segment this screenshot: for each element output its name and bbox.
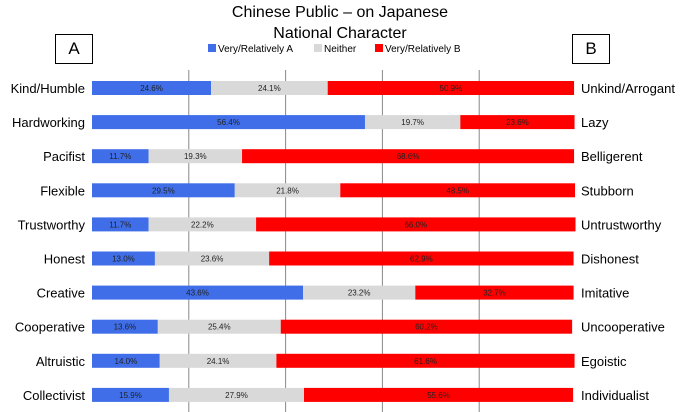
bar-segment (256, 217, 576, 232)
data-label: 56.4% (217, 118, 240, 127)
bar-segment (242, 149, 575, 164)
category-label-right: Belligerent (581, 149, 643, 164)
data-label: 24.6% (140, 84, 163, 93)
bar-segment (92, 285, 304, 300)
data-label: 22.2% (191, 220, 214, 229)
bar-segment (269, 251, 574, 266)
data-label: 24.1% (258, 84, 281, 93)
data-label: 55.6% (427, 391, 450, 400)
data-label: 13.0% (112, 255, 135, 264)
category-label-left: Creative (37, 286, 85, 301)
category-label-left: Altruistic (36, 354, 86, 369)
legend-label: Very/Relatively B (385, 44, 461, 55)
legend-swatch (314, 44, 322, 52)
left-box-label: A (55, 34, 93, 64)
data-label: 29.5% (152, 186, 175, 195)
data-label: 19.7% (401, 118, 424, 127)
category-label-right: Egoistic (581, 354, 627, 369)
data-label: 27.9% (225, 391, 248, 400)
data-label: 11.7% (109, 220, 131, 229)
data-label: 60.2% (415, 323, 438, 332)
data-label: 48.5% (446, 186, 469, 195)
bar-segment (280, 319, 573, 334)
legend-label: Very/Relatively A (218, 44, 293, 55)
data-label: 50.9% (440, 84, 463, 93)
data-label: 61.6% (414, 357, 437, 366)
bar-segment (159, 353, 277, 368)
legend-swatch (375, 44, 383, 52)
data-label: 32.7% (483, 289, 506, 298)
category-label-left: Honest (44, 252, 86, 267)
category-label-right: Imitative (581, 286, 629, 301)
category-label-right: Lazy (581, 115, 609, 130)
category-label-left: Collectivist (23, 388, 86, 403)
data-label: 15.9% (119, 391, 142, 400)
bar-segment (92, 81, 212, 95)
bar-segment (415, 285, 574, 300)
bar-segment (92, 319, 158, 334)
data-label: 21.8% (276, 186, 299, 195)
category-label-left: Flexible (40, 183, 85, 198)
bar-segment (92, 183, 235, 198)
data-label: 23.2% (348, 289, 371, 298)
data-label: 19.3% (184, 152, 207, 161)
chart-title-line: National Character (273, 25, 407, 42)
bar-segment (92, 353, 160, 368)
bar-segment (460, 115, 575, 130)
data-label: 43.6% (186, 289, 209, 298)
bar-segment (276, 353, 575, 368)
bar-segment (154, 251, 270, 266)
data-label: 24.1% (207, 357, 230, 366)
category-label-left: Hardworking (12, 115, 85, 130)
category-label-left: Cooperative (15, 320, 85, 335)
bar-segment (92, 149, 149, 164)
category-label-right: Unkind/Arrogant (581, 81, 675, 96)
data-label: 23.6% (506, 118, 529, 127)
bar-segment (303, 285, 416, 300)
category-label-right: Stubborn (581, 183, 634, 198)
bar-segment (234, 183, 341, 198)
data-label: 68.6% (397, 152, 420, 161)
data-label: 23.6% (201, 255, 224, 264)
data-label: 11.7% (109, 152, 131, 161)
bar-segment (364, 115, 461, 130)
bar-segment (148, 149, 243, 164)
data-label: 13.6% (114, 323, 137, 332)
chart-title-line: Chinese Public – on Japanese (232, 4, 448, 21)
data-label: 62.9% (410, 255, 433, 264)
bar-segment (168, 387, 304, 402)
category-label-left: Trustworthy (18, 217, 86, 232)
data-label: 66.0% (404, 220, 427, 229)
category-label-right: Individualist (581, 388, 649, 403)
bar-segment (327, 81, 575, 95)
bar-segment (92, 217, 149, 232)
category-label-right: Untrustworthy (581, 217, 662, 232)
legend-label: Neither (324, 44, 357, 55)
bar-segment (92, 115, 365, 130)
legend-swatch (208, 44, 216, 52)
category-label-right: Uncooperative (581, 320, 665, 335)
bar-segment (157, 319, 281, 334)
bar-segment (340, 183, 576, 198)
category-label-right: Dishonest (581, 252, 639, 267)
bar-segment (92, 251, 155, 266)
category-label-left: Pacifist (43, 149, 85, 164)
bar-segment (211, 81, 328, 95)
category-label-left: Kind/Humble (11, 81, 85, 96)
bar-segment (303, 387, 574, 402)
data-label: 14.0% (115, 357, 138, 366)
right-box-label: B (572, 34, 610, 64)
bar-segment (92, 387, 169, 402)
data-label: 25.4% (208, 323, 231, 332)
bar-segment (148, 217, 257, 232)
